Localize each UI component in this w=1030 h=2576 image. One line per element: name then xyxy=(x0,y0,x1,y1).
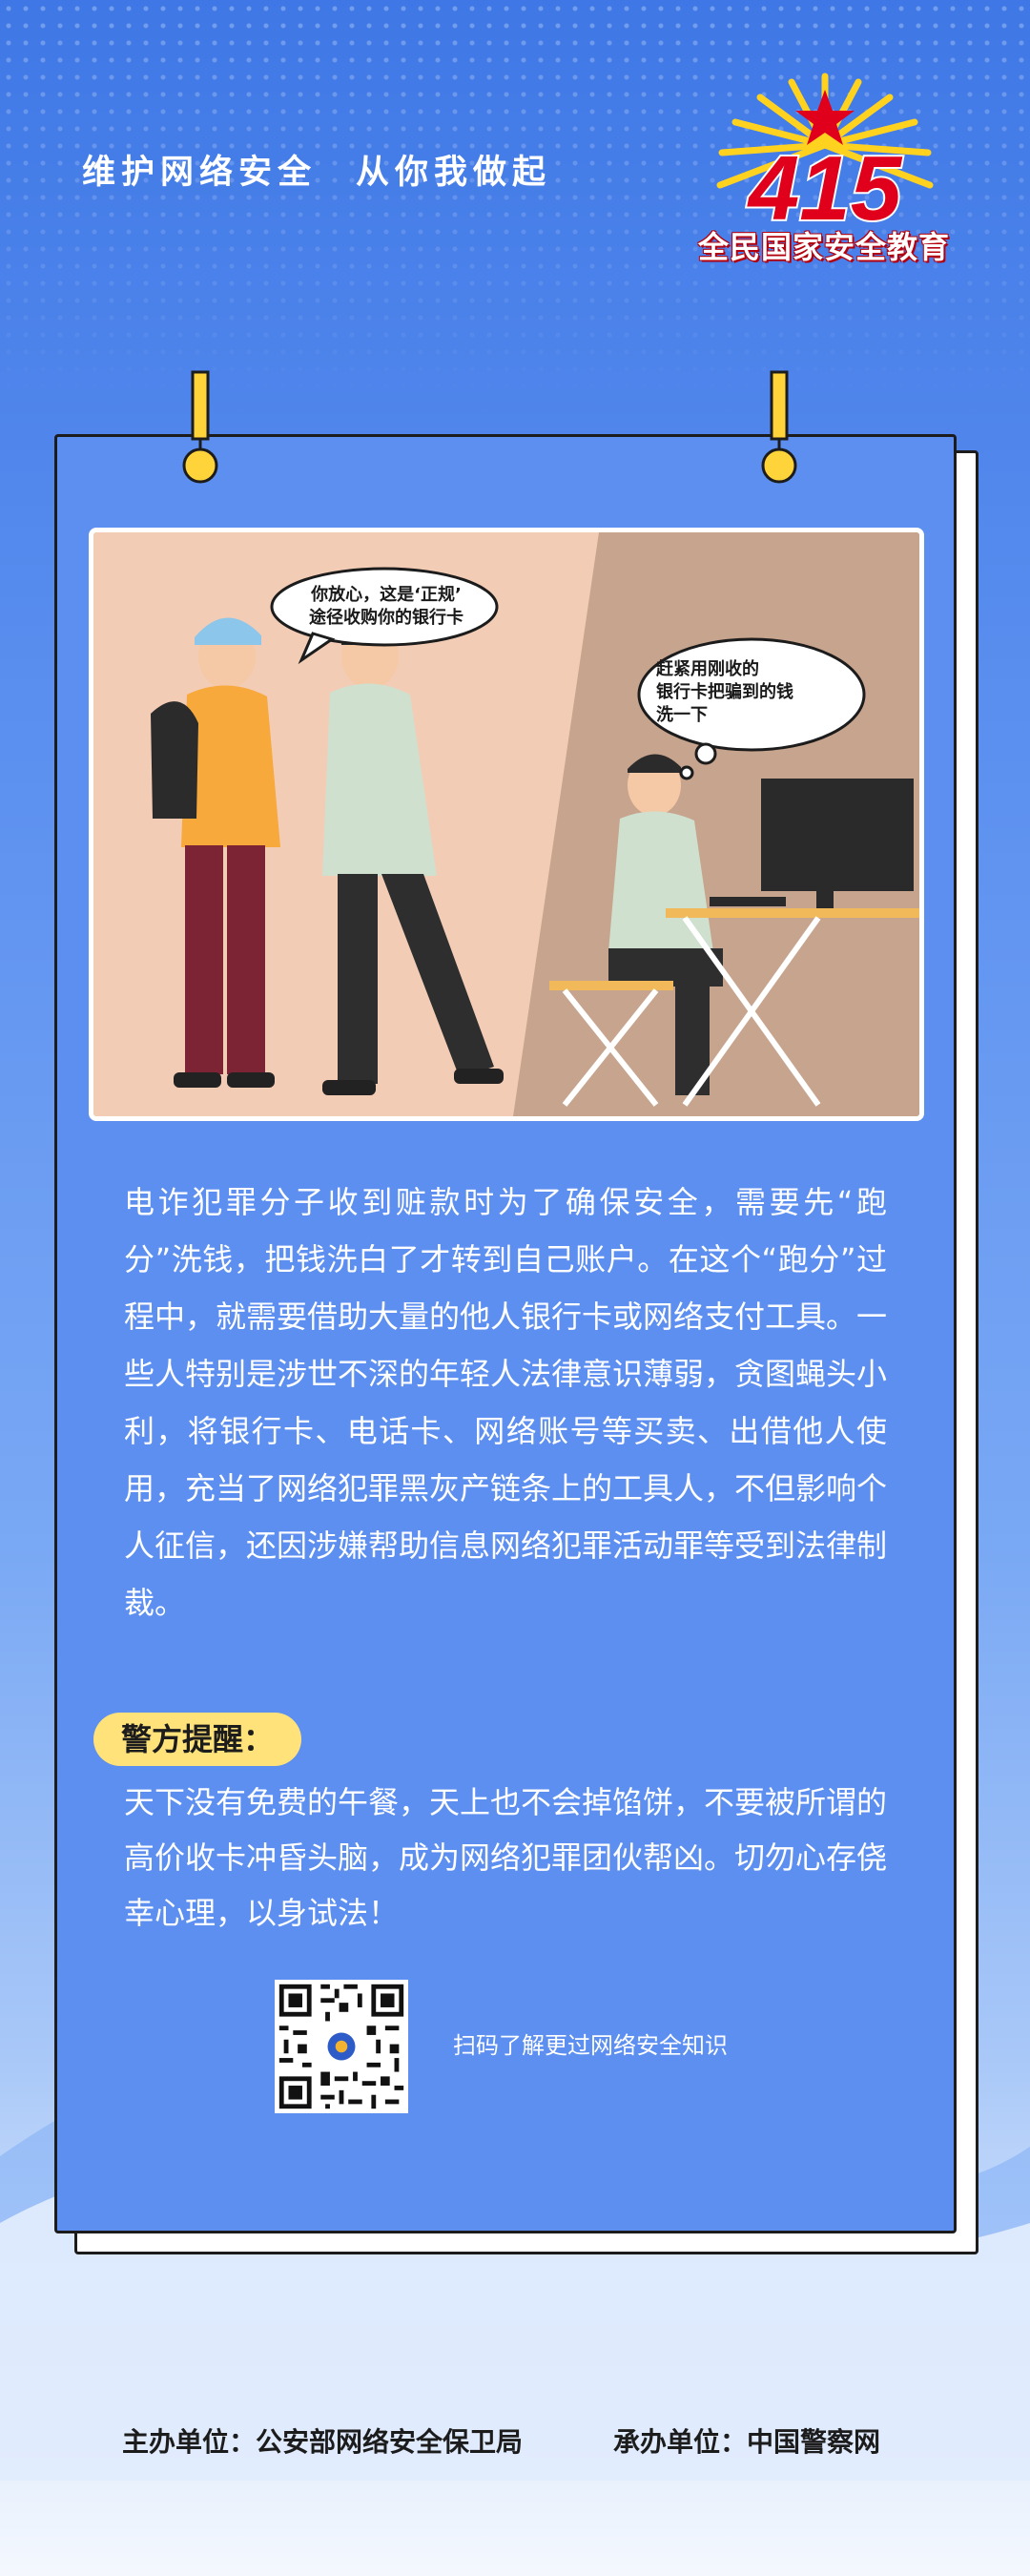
logo-number: 415 xyxy=(747,137,903,239)
footer-organizer: 承办单位：中国警察网 xyxy=(613,2426,881,2458)
thought-bubble xyxy=(637,637,866,752)
dot-pattern xyxy=(0,0,1030,410)
warning-text: 天下没有免费的午餐，天上也不会掉馅饼，不要被所谓的高价收卡冲昏头脑，成为网络犯罪… xyxy=(124,1784,888,1931)
pin-icon xyxy=(761,370,797,484)
header-slogan: 维护网络安全 从你我做起 xyxy=(82,154,552,192)
seated-man-figure xyxy=(549,754,919,1107)
qr-caption: 扫码了解更过网络安全知识 xyxy=(453,2032,728,2059)
body-paragraph: 电诈犯罪分子收到赃款时为了确保安全，需要先“跑分”洗钱，把钱洗白了才转到自己账户… xyxy=(124,1184,888,1621)
young-man-figure xyxy=(151,617,280,1088)
star-icon xyxy=(795,90,855,145)
logo-caption: 全民国家安全教育 xyxy=(697,229,950,265)
qr-code[interactable] xyxy=(275,1980,408,2113)
speech-bubble xyxy=(270,567,499,647)
man-figure xyxy=(322,623,504,1095)
thought-bubble-text: 赶紧用刚收的 银行卡把骗到的钱 洗一下 xyxy=(656,659,793,725)
speech-bubble-text: 你放心，这是‘正规’ 途径收购你的银行卡 xyxy=(309,585,464,628)
footer-host: 主办单位：公安部网络安全保卫局 xyxy=(122,2426,524,2458)
national-security-day-logo: 415 xyxy=(716,73,934,241)
pin-icon xyxy=(182,370,218,484)
illustration: 你放心，这是‘正规’ 途径收购你的银行卡 赶紧用刚收的 银行卡把骗到的钱 洗一下 xyxy=(89,528,924,1121)
warning-tag: 警方提醒： xyxy=(93,1713,301,1766)
